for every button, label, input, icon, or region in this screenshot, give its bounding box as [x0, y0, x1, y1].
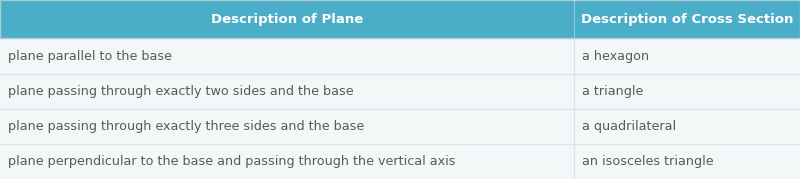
- Text: a hexagon: a hexagon: [582, 50, 650, 62]
- Bar: [0, 74, 800, 109]
- Text: plane parallel to the base: plane parallel to the base: [8, 50, 172, 62]
- Bar: [0, 38, 800, 74]
- Bar: [0, 109, 800, 144]
- Text: a triangle: a triangle: [582, 85, 644, 98]
- Text: plane passing through exactly three sides and the base: plane passing through exactly three side…: [8, 120, 364, 133]
- Text: an isosceles triangle: an isosceles triangle: [582, 155, 714, 168]
- Text: Description of Plane: Description of Plane: [211, 13, 363, 26]
- Text: plane passing through exactly two sides and the base: plane passing through exactly two sides …: [8, 85, 354, 98]
- Text: Description of Cross Section: Description of Cross Section: [581, 13, 794, 26]
- Text: a quadrilateral: a quadrilateral: [582, 120, 677, 133]
- Bar: [0, 0, 800, 38]
- Bar: [0, 144, 800, 179]
- Text: plane perpendicular to the base and passing through the vertical axis: plane perpendicular to the base and pass…: [8, 155, 455, 168]
